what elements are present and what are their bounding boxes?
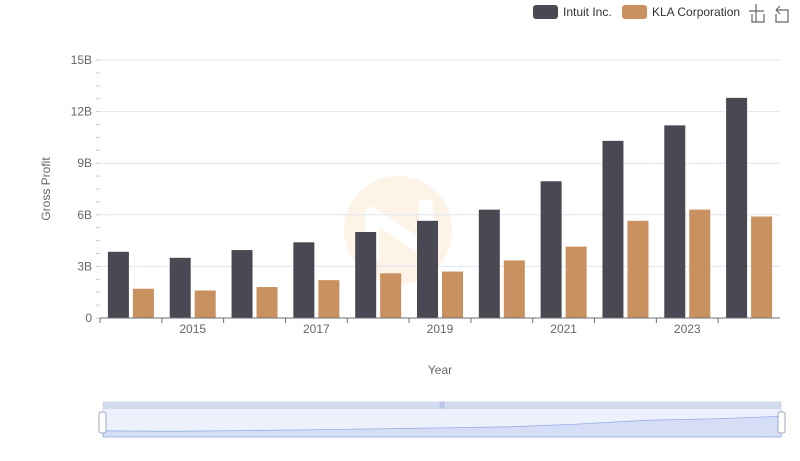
bar-kla-2017[interactable] xyxy=(318,280,340,318)
legend-label: KLA Corporation xyxy=(652,5,740,19)
bar-intuit-2021[interactable] xyxy=(540,181,562,318)
slider-handle-right[interactable] xyxy=(777,411,786,434)
bar-kla-2016[interactable] xyxy=(256,287,278,318)
bar-kla-2018[interactable] xyxy=(380,273,402,318)
x-tick-label: 2019 xyxy=(427,322,454,336)
y-axis-title: Gross Profit xyxy=(39,157,53,221)
y-tick-label: 12B xyxy=(71,105,92,119)
bar-intuit-2015[interactable] xyxy=(169,257,191,318)
bar-kla-2015[interactable] xyxy=(194,290,216,318)
bar-intuit-2018[interactable] xyxy=(355,232,377,318)
bar-intuit-2016[interactable] xyxy=(231,250,253,318)
bar-kla-2024[interactable] xyxy=(751,216,773,318)
legend: Intuit Inc. KLA Corporation xyxy=(533,5,740,19)
y-tick-label: 6B xyxy=(77,208,92,222)
legend-item-kla[interactable]: KLA Corporation xyxy=(622,5,740,19)
y-axis-ticks: 0 3B 6B 9B 12B 15B xyxy=(71,53,93,325)
bar-kla-2023[interactable] xyxy=(689,209,711,318)
bar-intuit-2023[interactable] xyxy=(664,125,686,318)
y-tick-label: 0 xyxy=(85,311,92,325)
bar-intuit-2024[interactable] xyxy=(726,97,748,318)
slider-handle-left[interactable] xyxy=(98,411,107,434)
x-tick-label: 2015 xyxy=(179,322,206,336)
y-tick-label: 15B xyxy=(71,53,92,67)
bar-intuit-2017[interactable] xyxy=(293,242,315,318)
slider-preview-area xyxy=(102,415,782,438)
zoom-icon[interactable] xyxy=(749,4,765,23)
bar-kla-2020[interactable] xyxy=(503,260,525,318)
y-tick-label: 9B xyxy=(77,156,92,170)
bar-kla-2022[interactable] xyxy=(627,220,649,318)
legend-item-intuit[interactable]: Intuit Inc. xyxy=(533,5,612,19)
slider-grip[interactable]: ||| xyxy=(439,402,445,409)
bar-kla-2014[interactable] xyxy=(132,288,154,318)
x-tick-label: 2023 xyxy=(674,322,701,336)
data-zoom-slider[interactable]: ||| xyxy=(98,401,786,438)
bars xyxy=(107,97,773,318)
slider-selected-range xyxy=(103,409,781,437)
slider-top-bar[interactable] xyxy=(103,402,781,409)
restore-icon[interactable] xyxy=(775,5,789,23)
bar-intuit-2022[interactable] xyxy=(602,140,624,318)
x-axis-ticks: 2015 2017 2019 2021 2023 xyxy=(99,318,719,336)
bar-intuit-2019[interactable] xyxy=(417,220,438,318)
bar-kla-2019[interactable] xyxy=(442,271,463,318)
bar-intuit-2014[interactable] xyxy=(107,251,129,318)
bar-kla-2021[interactable] xyxy=(565,246,587,318)
legend-label: Intuit Inc. xyxy=(563,5,612,19)
bar-intuit-2020[interactable] xyxy=(478,209,500,318)
x-axis-title: Year xyxy=(428,363,452,377)
x-tick-label: 2021 xyxy=(550,322,577,336)
y-tick-label: 3B xyxy=(77,259,92,273)
x-tick-label: 2017 xyxy=(303,322,330,336)
